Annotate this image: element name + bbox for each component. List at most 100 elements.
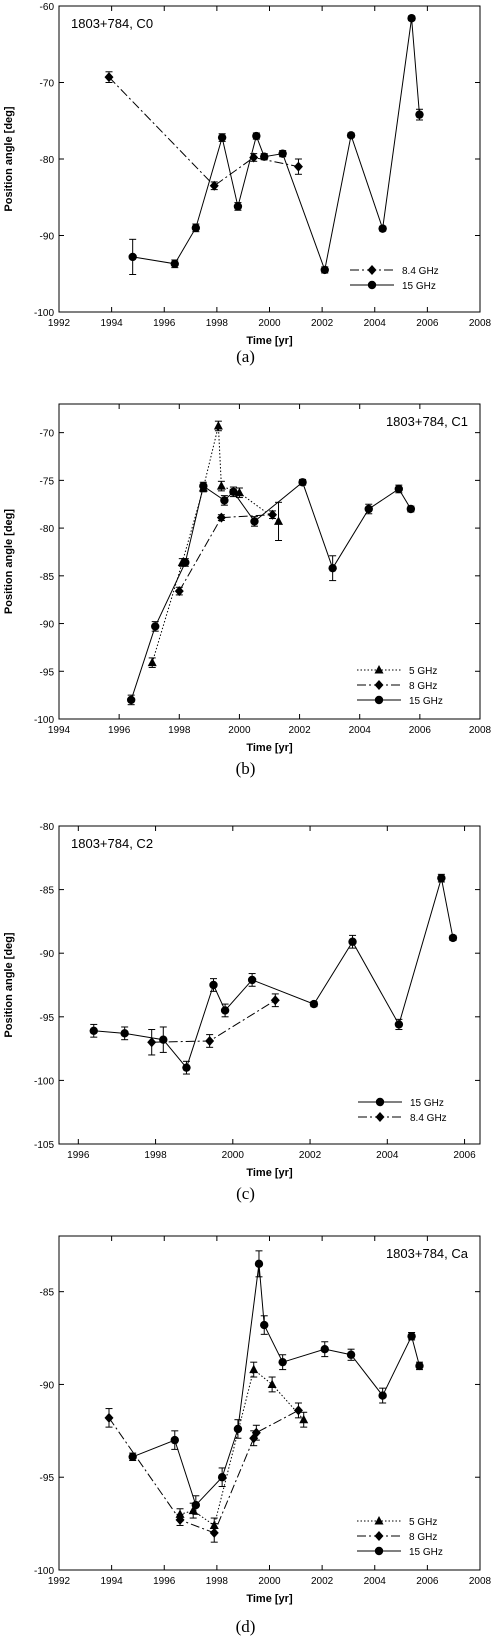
- series-15-ghz: [128, 14, 424, 276]
- data-point: [448, 933, 458, 943]
- x-tick-label: 2004: [364, 318, 387, 329]
- x-tick-label: 2002: [311, 318, 334, 329]
- data-point: [378, 1391, 387, 1400]
- x-tick-label: 1996: [153, 318, 176, 329]
- x-tick-label: 2000: [258, 1576, 281, 1587]
- y-tick-label: -90: [40, 1380, 55, 1391]
- data-point: [220, 1006, 230, 1015]
- data-point: [159, 1035, 168, 1044]
- y-tick-label: -95: [40, 1013, 55, 1024]
- data-point: [191, 223, 201, 233]
- data-point: [199, 481, 208, 491]
- y-tick-label: -95: [40, 1473, 55, 1484]
- y-tick-label: -80: [40, 155, 55, 166]
- data-point: [233, 1424, 243, 1434]
- legend-label: 15 GHz: [409, 696, 443, 707]
- data-point: [104, 1412, 114, 1423]
- data-point: [260, 152, 269, 161]
- data-point: [216, 481, 226, 490]
- data-point: [120, 1029, 129, 1038]
- data-point: [378, 224, 387, 233]
- series-15-ghz: [89, 873, 458, 1075]
- y-axis-label: Position angle [deg]: [3, 106, 15, 211]
- x-axis-label: Time [yr]: [246, 1593, 293, 1605]
- legend-marker: [374, 1531, 384, 1541]
- y-tick-label: -100: [34, 308, 54, 319]
- x-tick-label: 1992: [48, 1576, 71, 1587]
- x-tick-label: 2004: [376, 1150, 399, 1161]
- series-line: [132, 18, 420, 272]
- chart-panel-d: 1992 1994 1996 1998 2000 2002 2004 2006 2008 -100…: [0, 1220, 491, 1643]
- legend-label: 8.4 GHz: [410, 1113, 447, 1124]
- data-point: [209, 980, 218, 990]
- caption-d: (d): [235, 1617, 256, 1636]
- x-tick-label: 2004: [364, 1576, 387, 1587]
- data-point: [104, 72, 114, 83]
- caption-b: (b): [235, 759, 256, 778]
- data-point: [209, 1527, 219, 1538]
- x-tick-label: 2000: [258, 318, 281, 329]
- data-point: [175, 1509, 185, 1518]
- x-tick-label: 1996: [67, 1150, 90, 1161]
- data-point: [175, 1514, 185, 1525]
- chart-title: 1803+784, Ca: [386, 1246, 469, 1261]
- x-axis-label: Time [yr]: [246, 1167, 293, 1179]
- series-5-ghz: [147, 420, 284, 668]
- chart-a-svg: 1992 1994 1996 1998 2000 2002 2004 2006 2008 -100…: [3, 2, 491, 347]
- x-axis-label: Time [yr]: [246, 335, 293, 347]
- data-point: [267, 1379, 277, 1388]
- data-point: [128, 1452, 137, 1462]
- data-point: [170, 259, 179, 269]
- legend-marker: [367, 280, 377, 290]
- y-tick-label: -90: [40, 232, 55, 243]
- data-point: [191, 1500, 201, 1510]
- y-axis-label: Position angle [deg]: [3, 932, 15, 1037]
- data-point: [407, 1332, 416, 1341]
- x-tick-label: 2000: [228, 725, 251, 736]
- series-15-ghz: [126, 478, 416, 706]
- x-tick-label: 2006: [409, 725, 432, 736]
- series-8-ghz: [174, 509, 278, 597]
- y-tick-label: -95: [40, 667, 55, 678]
- y-tick-label: -70: [40, 79, 55, 90]
- legend-label: 5 GHz: [409, 666, 437, 677]
- x-tick-label: 2008: [469, 318, 491, 329]
- x-tick-label: 1996: [108, 725, 131, 736]
- chart-title: 1803+784, C1: [386, 414, 468, 429]
- data-point: [299, 1414, 309, 1424]
- data-point: [170, 1435, 179, 1445]
- data-point: [328, 563, 337, 573]
- legend-marker: [374, 680, 384, 690]
- data-point: [126, 695, 136, 705]
- series-line: [178, 514, 273, 592]
- chart-d-svg: 1992 1994 1996 1998 2000 2002 2004 2006 2008 -100…: [34, 1235, 491, 1605]
- y-tick-label: -80: [40, 822, 55, 833]
- series-line: [151, 425, 279, 663]
- y-tick-label: -75: [40, 476, 55, 487]
- data-point: [320, 1344, 329, 1354]
- legend-label: 15 GHz: [409, 1547, 443, 1558]
- chart-panel-c: 1996 1998 2000 2002 2004 2006 -105 -100 -95 -90 -8…: [0, 802, 491, 1220]
- legend-marker: [374, 695, 384, 705]
- series-line: [151, 999, 276, 1043]
- data-point: [182, 1063, 191, 1072]
- legend-label: 5 GHz: [409, 1517, 437, 1528]
- x-tick-label: 2006: [453, 1150, 476, 1161]
- data-point: [348, 937, 357, 946]
- data-point: [217, 133, 227, 142]
- y-tick-label: -90: [40, 949, 55, 960]
- x-tick-label: 2002: [299, 1150, 322, 1161]
- y-tick-label: -85: [40, 1288, 55, 1299]
- chart-c-svg: 1996 1998 2000 2002 2004 2006 -105 -100 -95 -90 -8…: [3, 822, 481, 1179]
- data-point: [181, 558, 190, 567]
- y-tick-label: -85: [40, 886, 55, 897]
- x-tick-label: 1994: [101, 1576, 124, 1587]
- data-point: [293, 161, 303, 172]
- data-point: [252, 131, 261, 141]
- series-8-4-ghz: [104, 71, 303, 191]
- caption-a: (a): [236, 347, 255, 366]
- data-point: [89, 1026, 98, 1035]
- data-point: [274, 516, 284, 525]
- data-point: [270, 995, 280, 1006]
- series-line: [108, 1409, 299, 1534]
